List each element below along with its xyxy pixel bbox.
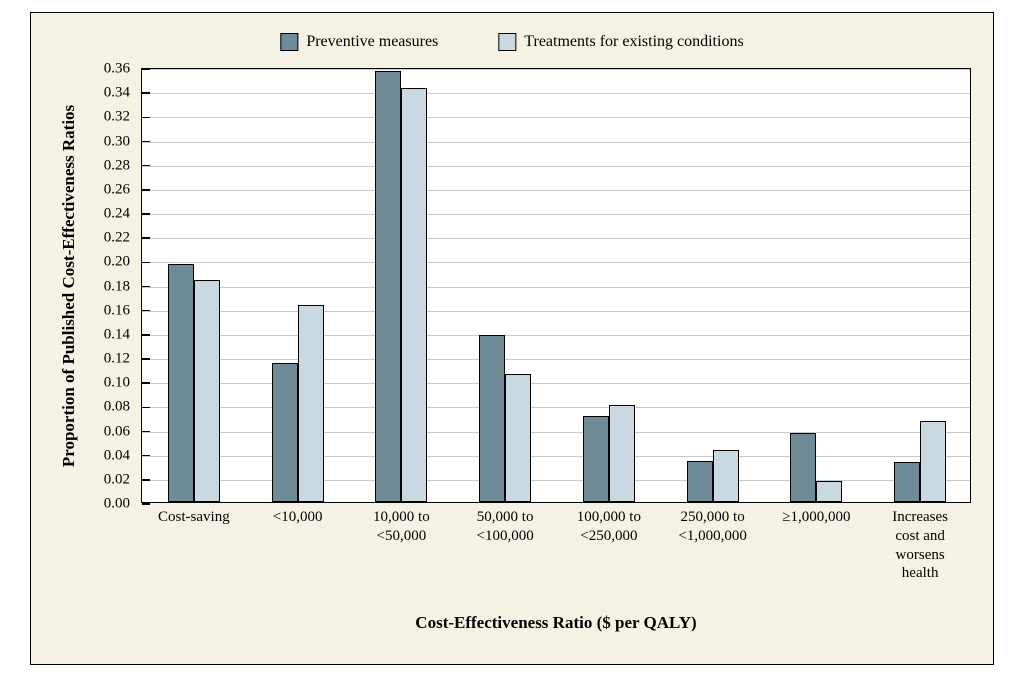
legend-item: Treatments for existing conditions: [498, 33, 743, 51]
grid-line: [142, 93, 970, 94]
y-tick-label: 0.34: [104, 85, 142, 102]
y-tick-label: 0.24: [104, 206, 142, 223]
y-tick: [142, 237, 150, 239]
bar: [790, 433, 816, 502]
bar: [168, 264, 194, 502]
y-tick: [142, 189, 150, 191]
bar: [894, 462, 920, 502]
y-tick: [142, 286, 150, 288]
y-tick-label: 0.28: [104, 157, 142, 174]
grid-line: [142, 69, 970, 70]
grid-line: [142, 190, 970, 191]
y-tick-label: 0.36: [104, 61, 142, 78]
y-tick: [142, 382, 150, 384]
y-tick: [142, 213, 150, 215]
bar: [505, 374, 531, 502]
grid-line: [142, 456, 970, 457]
x-axis-title: Cost-Effectiveness Ratio ($ per QALY): [415, 613, 696, 633]
bar: [375, 71, 401, 502]
bar: [713, 450, 739, 502]
y-tick-label: 0.30: [104, 133, 142, 150]
grid-line: [142, 287, 970, 288]
bar: [609, 405, 635, 502]
y-tick-label: 0.00: [104, 496, 142, 513]
y-tick: [142, 407, 150, 409]
grid-line: [142, 480, 970, 481]
y-tick-label: 0.26: [104, 181, 142, 198]
x-tick-label: 100,000 to<250,000: [553, 502, 665, 546]
y-tick: [142, 455, 150, 457]
y-tick: [142, 334, 150, 336]
x-tick-label: 10,000 to<50,000: [346, 502, 458, 546]
y-tick: [142, 165, 150, 167]
plot-area: 0.000.020.040.060.080.100.120.140.160.18…: [141, 68, 971, 503]
y-tick: [142, 262, 150, 264]
bar: [298, 305, 324, 502]
bar: [272, 363, 298, 502]
grid-line: [142, 407, 970, 408]
legend-swatch: [498, 33, 516, 51]
y-tick-label: 0.04: [104, 447, 142, 464]
bar: [583, 416, 609, 502]
legend-swatch: [280, 33, 298, 51]
y-tick-label: 0.12: [104, 351, 142, 368]
y-tick-label: 0.32: [104, 109, 142, 126]
y-tick-label: 0.08: [104, 399, 142, 416]
y-tick: [142, 358, 150, 360]
grid-line: [142, 311, 970, 312]
bar: [401, 88, 427, 502]
y-tick: [142, 310, 150, 312]
bar: [194, 280, 220, 502]
grid-line: [142, 166, 970, 167]
y-tick-label: 0.20: [104, 254, 142, 271]
bar: [479, 335, 505, 502]
bar: [816, 481, 842, 502]
bar: [920, 421, 946, 502]
grid-line: [142, 238, 970, 239]
grid-line: [142, 335, 970, 336]
x-tick-label: Cost-saving: [138, 502, 250, 527]
grid-line: [142, 142, 970, 143]
legend: Preventive measures Treatments for existi…: [280, 33, 743, 51]
legend-item: Preventive measures: [280, 33, 438, 51]
legend-label: Treatments for existing conditions: [524, 33, 743, 51]
grid-line: [142, 117, 970, 118]
y-tick: [142, 479, 150, 481]
x-tick-label: <10,000: [242, 502, 354, 527]
y-tick: [142, 68, 150, 70]
y-tick: [142, 431, 150, 433]
grid-line: [142, 214, 970, 215]
x-tick-label: 250,000 to<1,000,000: [657, 502, 769, 546]
grid-line: [142, 359, 970, 360]
y-tick: [142, 92, 150, 94]
grid-line: [142, 383, 970, 384]
y-tick: [142, 117, 150, 119]
y-tick-label: 0.16: [104, 302, 142, 319]
y-tick: [142, 141, 150, 143]
y-tick-label: 0.18: [104, 278, 142, 295]
chart-frame: Preventive measures Treatments for existi…: [30, 12, 994, 665]
y-axis-title: Proportion of Published Cost-Effectivene…: [59, 104, 79, 466]
grid-line: [142, 262, 970, 263]
y-tick-label: 0.10: [104, 375, 142, 392]
x-tick-label: 50,000 to<100,000: [449, 502, 561, 546]
bar: [687, 461, 713, 502]
x-tick-label: ≥1,000,000: [761, 502, 873, 527]
y-tick-label: 0.22: [104, 230, 142, 247]
y-tick-label: 0.02: [104, 471, 142, 488]
y-tick-label: 0.14: [104, 326, 142, 343]
legend-label: Preventive measures: [306, 33, 438, 51]
x-tick-label: Increasescost andworsenshealth: [864, 502, 976, 583]
grid-line: [142, 432, 970, 433]
y-tick-label: 0.06: [104, 423, 142, 440]
